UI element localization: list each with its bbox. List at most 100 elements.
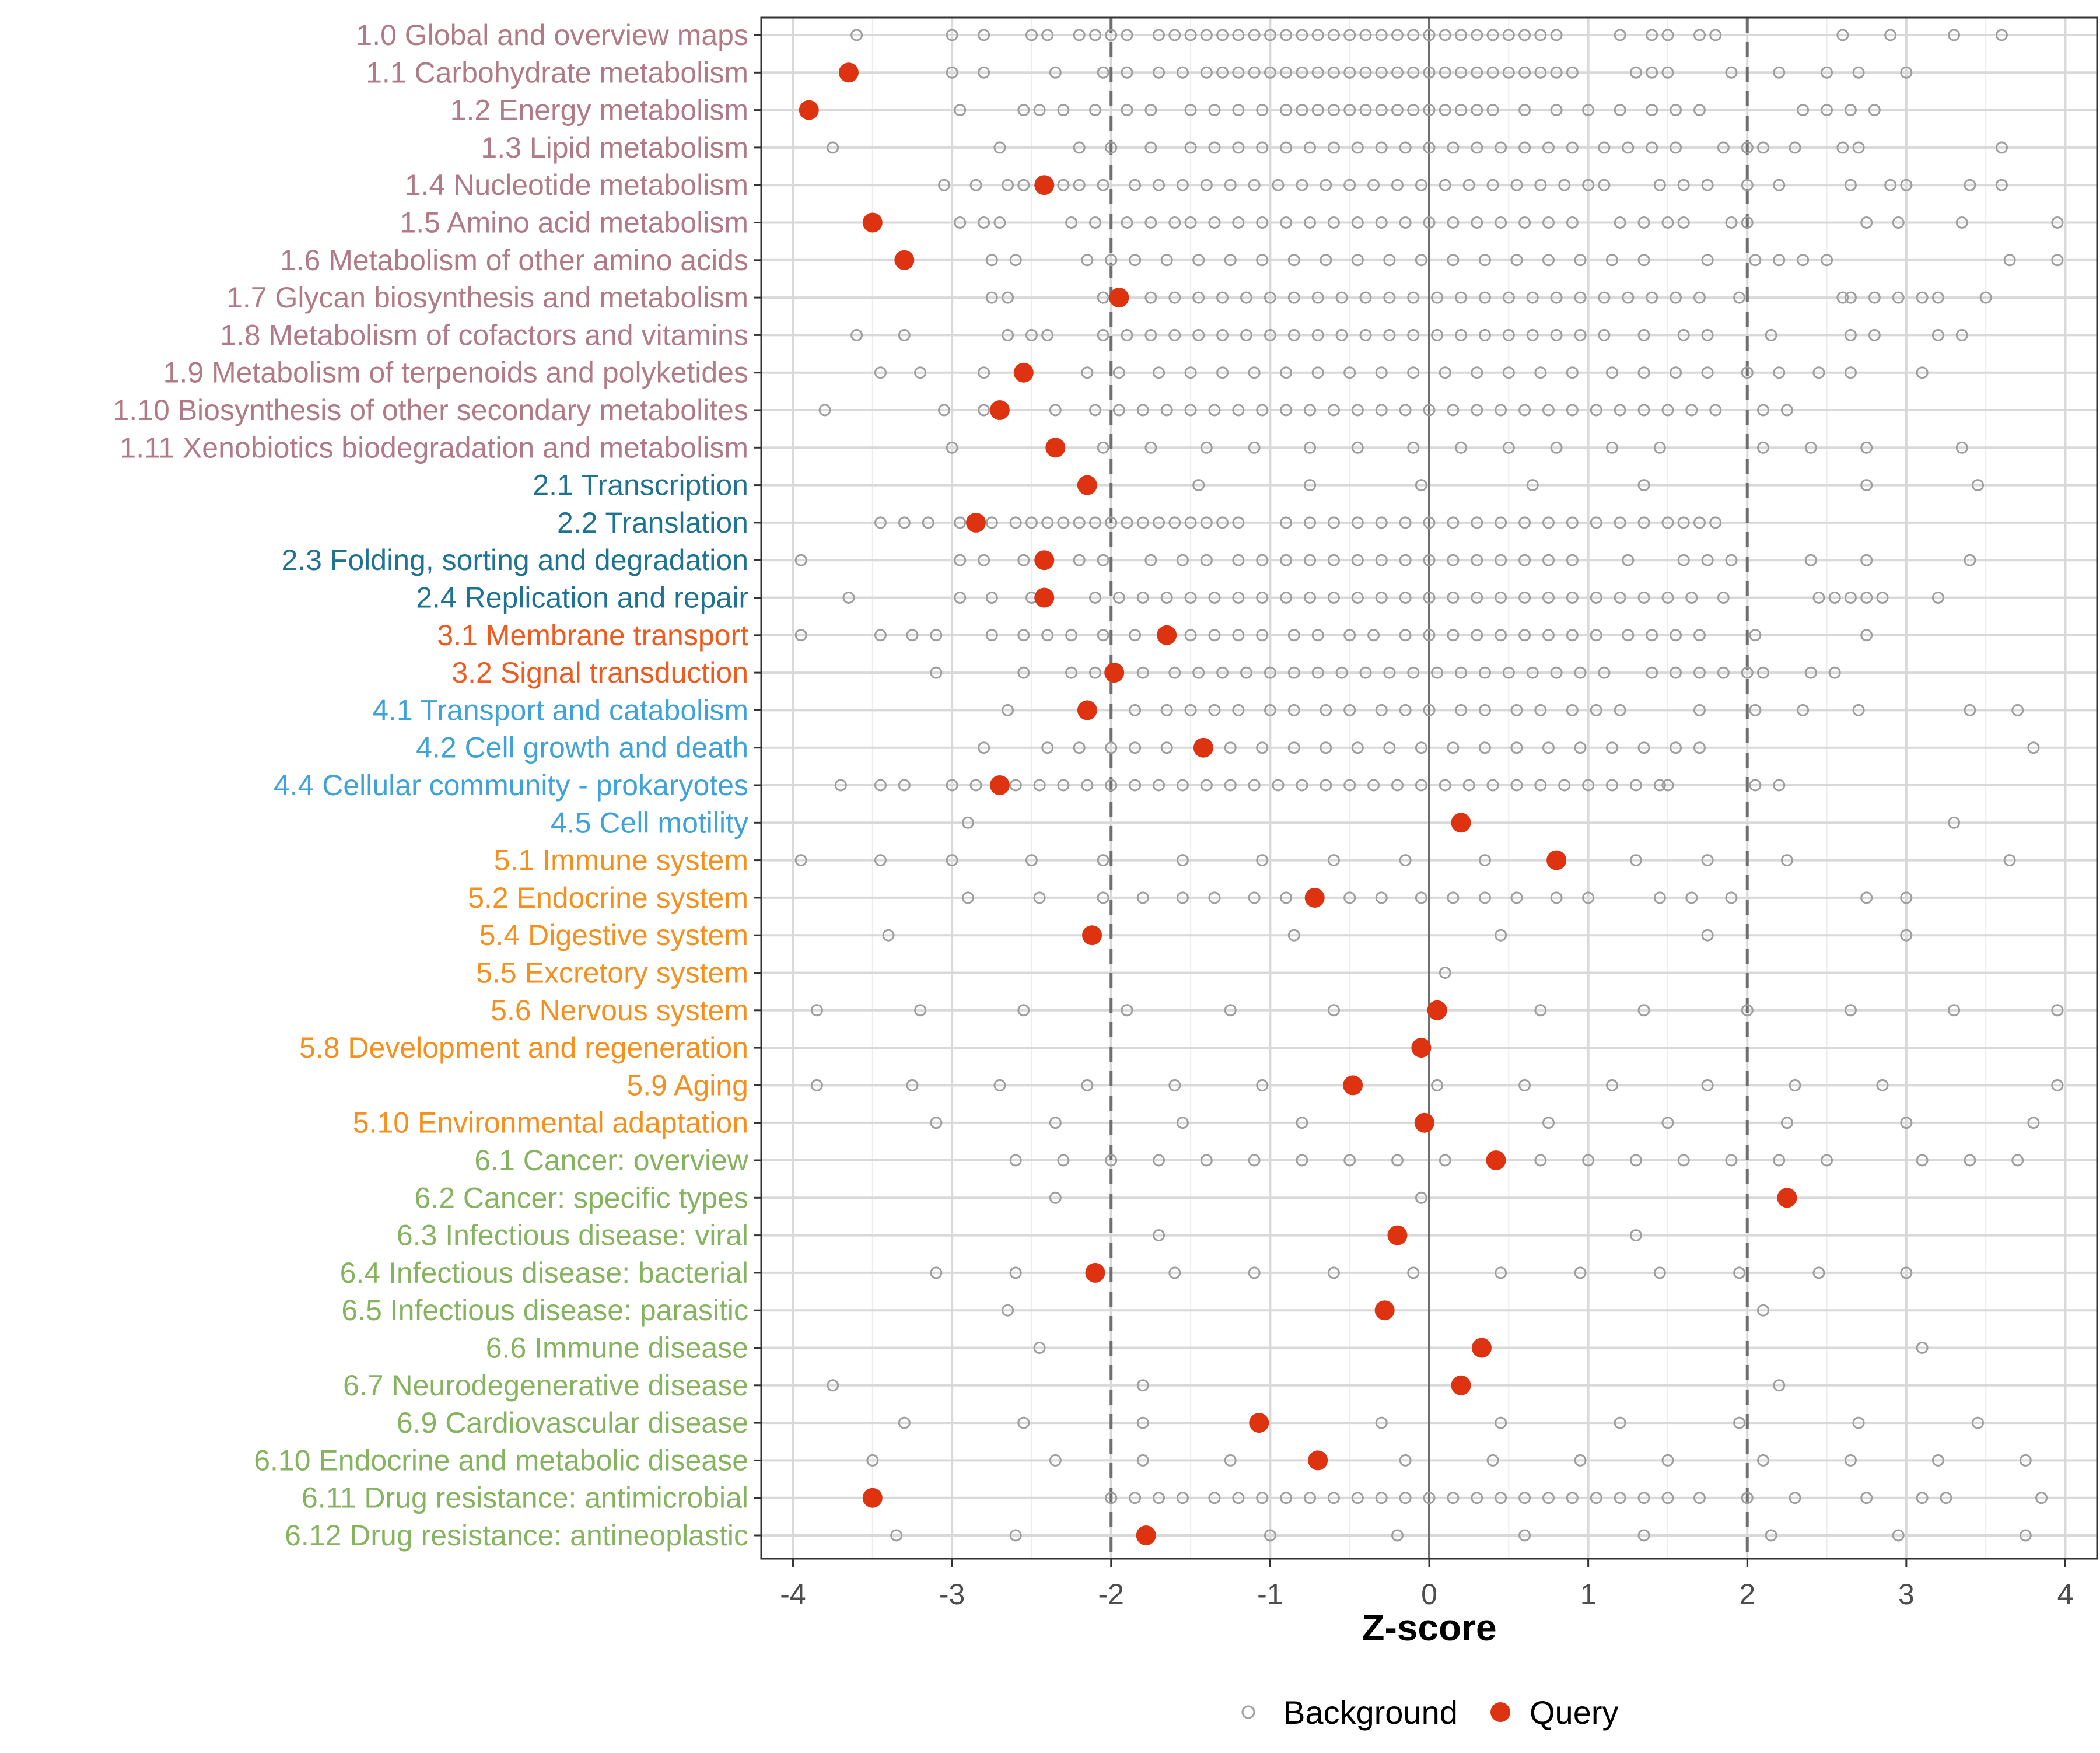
background-point	[1964, 179, 1976, 191]
background-point	[1232, 554, 1245, 566]
background-point	[794, 629, 807, 642]
background-point	[1009, 1154, 1022, 1167]
background-point	[1836, 29, 1849, 41]
background-point	[850, 29, 863, 41]
background-point	[1367, 629, 1380, 642]
background-point	[1073, 141, 1086, 154]
category-label: 4.4 Cellular community - prokaryotes	[274, 769, 748, 802]
background-point	[1486, 779, 1499, 792]
background-point	[1009, 516, 1022, 529]
background-point	[1534, 366, 1547, 379]
background-point	[1860, 592, 1873, 604]
background-point	[1296, 1154, 1308, 1167]
background-point	[1144, 441, 1157, 454]
background-point	[1741, 141, 1754, 154]
background-point	[1112, 404, 1125, 417]
background-point	[1375, 141, 1388, 154]
background-point	[1105, 1492, 1118, 1504]
category-label: 5.6 Nervous system	[491, 994, 748, 1027]
category-label: 1.11 Xenobiotics biodegradation and meta…	[120, 431, 748, 464]
background-point	[1693, 741, 1706, 754]
background-point	[1105, 254, 1118, 267]
background-point	[1296, 779, 1308, 792]
background-point	[1208, 104, 1221, 117]
category-label: 3.1 Membrane transport	[437, 619, 748, 652]
background-point	[1534, 179, 1547, 191]
background-point	[1160, 592, 1173, 604]
background-point	[1057, 1154, 1070, 1167]
background-point	[1455, 704, 1468, 716]
background-point	[1136, 592, 1149, 604]
background-point	[1780, 1117, 1793, 1129]
background-point	[1129, 254, 1142, 267]
background-point	[1033, 1342, 1046, 1354]
background-point	[1041, 629, 1054, 642]
background-point	[1248, 366, 1261, 379]
background-point	[1653, 779, 1666, 792]
background-point	[1335, 291, 1348, 304]
background-point	[1391, 179, 1404, 191]
background-point	[1399, 704, 1412, 716]
background-point	[1821, 66, 1833, 79]
x-tick-label: 1	[1580, 1578, 1597, 1611]
background-point	[1351, 592, 1364, 604]
background-point	[1232, 104, 1245, 117]
background-point	[1646, 104, 1658, 117]
background-point	[1566, 554, 1578, 566]
background-point	[1311, 328, 1324, 341]
background-point	[946, 29, 958, 41]
background-point	[1407, 104, 1420, 117]
background-point	[906, 1079, 919, 1091]
category-label: 5.5 Excretory system	[476, 957, 748, 989]
query-point	[1451, 1375, 1471, 1395]
background-point	[1955, 216, 1968, 229]
background-point	[874, 854, 887, 867]
background-point	[1542, 629, 1555, 642]
background-point	[1646, 629, 1658, 642]
background-point	[1081, 254, 1094, 267]
background-point	[961, 891, 974, 904]
background-point	[1359, 666, 1372, 679]
background-point	[890, 1529, 903, 1542]
background-point	[1478, 666, 1491, 679]
background-point	[922, 516, 935, 529]
category-label: 5.10 Environmental adaptation	[353, 1107, 748, 1139]
category-label: 1.8 Metabolism of cofactors and vitamins	[220, 319, 748, 351]
background-point	[930, 1117, 943, 1129]
background-point	[2051, 254, 2064, 267]
background-point	[1661, 592, 1674, 604]
background-point	[1264, 1529, 1276, 1542]
background-point	[1129, 629, 1142, 642]
category-label: 2.1 Transcription	[533, 469, 748, 502]
category-label: 6.6 Immune disease	[486, 1332, 748, 1364]
background-point	[1105, 141, 1118, 154]
background-point	[1097, 891, 1110, 904]
background-point	[1256, 854, 1269, 867]
background-point	[1089, 216, 1101, 229]
background-point	[1423, 554, 1436, 566]
background-point	[1391, 29, 1404, 41]
background-point	[1773, 254, 1786, 267]
background-point	[1009, 1529, 1022, 1542]
background-point	[1447, 554, 1460, 566]
background-point	[1105, 516, 1118, 529]
background-point	[1375, 66, 1388, 79]
background-point	[1351, 516, 1364, 529]
background-point	[1272, 779, 1284, 792]
background-point	[1653, 179, 1666, 191]
background-point	[1002, 704, 1014, 716]
background-point	[1995, 29, 2008, 41]
background-point	[1399, 554, 1412, 566]
background-point	[1160, 404, 1173, 417]
category-label: 6.7 Neurodegenerative disease	[343, 1369, 748, 1402]
background-point	[1002, 328, 1014, 341]
background-point	[1948, 816, 1961, 829]
background-point	[1860, 1492, 1873, 1504]
background-point	[930, 629, 943, 642]
background-point	[1033, 104, 1046, 117]
category-label: 2.4 Replication and repair	[416, 582, 748, 614]
background-point	[1478, 254, 1491, 267]
background-point	[1224, 1454, 1237, 1467]
background-point	[1701, 179, 1714, 191]
background-point	[1765, 328, 1777, 341]
